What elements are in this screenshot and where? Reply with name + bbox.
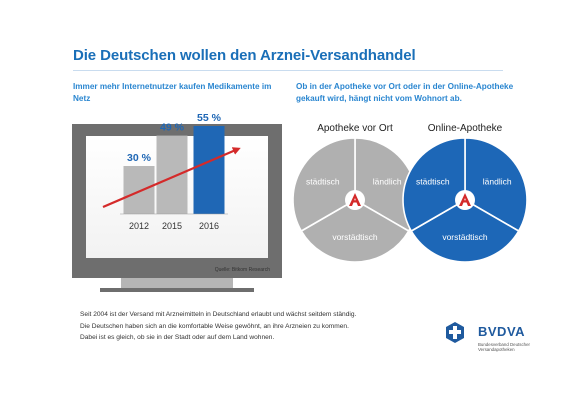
- pie-title: Online-Apotheke: [428, 123, 503, 134]
- pie-chart-online-apotheke: ländlich vorstädtisch städtisch Online-Apot…: [402, 123, 528, 263]
- trend-arrow: [102, 147, 241, 209]
- x-tick-label: 2012: [129, 221, 149, 231]
- logo-name: BVDVA: [478, 324, 526, 339]
- footer-line: Seit 2004 ist der Versand mit Arzneimitt…: [80, 311, 357, 318]
- monitor-neck: [121, 278, 233, 288]
- x-tick-label: 2016: [199, 221, 219, 231]
- footer-text: Seit 2004 ist der Versand mit Arzneimitt…: [80, 309, 440, 344]
- pie-slice-label: ländlich: [483, 176, 512, 186]
- bvdva-logo-icon: [446, 322, 464, 343]
- left-heading: Immer mehr Internetnutzer kaufen Medikam…: [73, 82, 272, 103]
- pie-slice-ländlich: [464, 137, 528, 233]
- bar-value-label: 49 %: [160, 122, 185, 134]
- bar-2015: [156, 135, 188, 214]
- pie-slice-label: städtisch: [416, 176, 450, 186]
- apotheke-a-icon: [345, 190, 365, 210]
- footer-line: Die Deutschen haben sich an die komforta…: [80, 322, 349, 330]
- monitor-stand: [100, 288, 254, 292]
- page-title: Die Deutschen wollen den Arznei-Versandh…: [73, 47, 416, 64]
- pie-title: Apotheke vor Ort: [317, 123, 393, 134]
- pie-slice-label: vorstädtisch: [332, 232, 378, 242]
- bar-value-label: 30 %: [127, 152, 152, 164]
- bar-chart: 30 % 2012 49 % 2015 55 % 2016: [102, 112, 241, 231]
- pie-slice-label: städtisch: [306, 176, 340, 186]
- pie-slice-städtisch: [292, 137, 356, 233]
- pie-slice-städtisch: [402, 137, 466, 233]
- right-heading: Ob in der Apotheke vor Ort oder in der O…: [296, 82, 514, 103]
- apotheke-a-icon: [455, 190, 475, 210]
- pie-chart-apotheke-vor-ort: ländlich vorstädtisch städtisch Apotheke vo…: [292, 123, 418, 263]
- bar-2016: [193, 126, 225, 214]
- logo-subtitle: Bundesverband Deutscher Versandapotheken: [478, 342, 530, 353]
- bar-value-label: 55 %: [197, 112, 222, 124]
- x-tick-label: 2015: [162, 221, 182, 231]
- bar-2012: [123, 166, 155, 214]
- pie-slice-label: ländlich: [373, 176, 402, 186]
- source-note: Quelle: Bitkom Research: [215, 267, 271, 273]
- pie-slice-label: vorstädtisch: [442, 232, 488, 242]
- title-divider: [73, 70, 503, 71]
- footer-line: Dabei ist es gleich, ob sie in der Stadt…: [80, 334, 275, 342]
